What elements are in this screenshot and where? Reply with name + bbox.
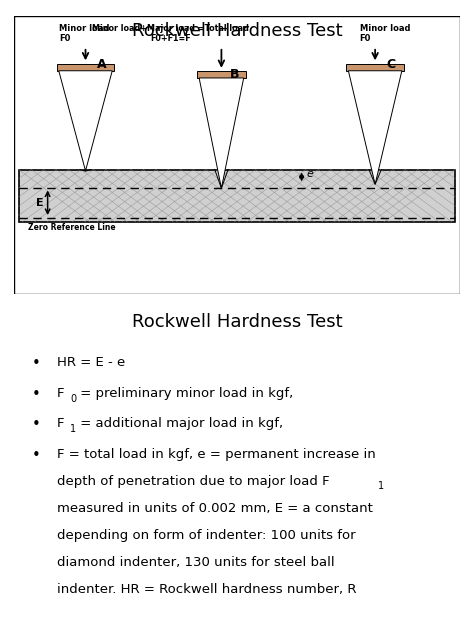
Text: Rockwell Hardness Test: Rockwell Hardness Test <box>132 313 342 331</box>
Text: = preliminary minor load in kgf,: = preliminary minor load in kgf, <box>76 387 293 400</box>
Text: F = total load in kgf, e = permanent increase in: F = total load in kgf, e = permanent inc… <box>56 448 375 461</box>
Text: 1: 1 <box>70 424 76 434</box>
Text: B: B <box>230 68 240 80</box>
Text: Rockwell Hardness Test: Rockwell Hardness Test <box>132 22 342 40</box>
Text: •: • <box>32 356 41 371</box>
Bar <box>197 71 246 78</box>
Bar <box>18 169 456 222</box>
Text: = additional major load in kgf,: = additional major load in kgf, <box>76 416 283 430</box>
Text: •: • <box>32 387 41 402</box>
Text: diamond indenter, 130 units for steel ball: diamond indenter, 130 units for steel ba… <box>56 556 334 569</box>
Text: Minor load
F0: Minor load F0 <box>59 24 109 44</box>
Text: HR = E - e: HR = E - e <box>56 356 125 369</box>
Text: depending on form of indenter: 100 units for: depending on form of indenter: 100 units… <box>56 529 355 542</box>
Bar <box>56 64 114 71</box>
Text: Zero Reference Line: Zero Reference Line <box>27 223 115 232</box>
Polygon shape <box>199 78 244 188</box>
Text: E: E <box>36 198 44 208</box>
Text: C: C <box>386 58 395 71</box>
Polygon shape <box>59 71 112 171</box>
Polygon shape <box>348 71 402 185</box>
Text: 0: 0 <box>70 394 76 404</box>
Text: F: F <box>56 416 64 430</box>
Text: Minor load+Major load =Total load
F0+F1=F: Minor load+Major load =Total load F0+F1=… <box>92 24 248 44</box>
Text: indenter. HR = Rockwell hardness number, R: indenter. HR = Rockwell hardness number,… <box>56 583 356 596</box>
Text: Minor load
F0: Minor load F0 <box>359 24 410 44</box>
Text: •: • <box>32 416 41 432</box>
Text: depth of penetration due to major load F: depth of penetration due to major load F <box>56 475 329 488</box>
Text: measured in units of 0.002 mm, E = a constant: measured in units of 0.002 mm, E = a con… <box>56 502 373 515</box>
Text: F: F <box>56 387 64 400</box>
Text: 1: 1 <box>378 482 384 492</box>
Text: e: e <box>306 169 313 179</box>
Text: A: A <box>97 58 106 71</box>
Text: •: • <box>32 448 41 463</box>
Bar <box>346 64 404 71</box>
